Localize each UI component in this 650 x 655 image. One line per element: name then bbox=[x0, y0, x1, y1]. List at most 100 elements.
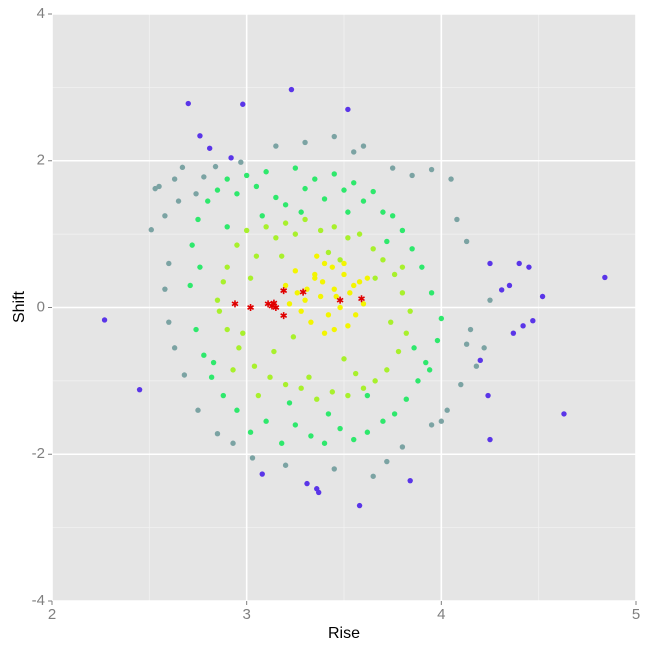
point bbox=[286, 301, 293, 307]
point bbox=[411, 345, 417, 351]
point bbox=[356, 231, 363, 237]
point bbox=[224, 224, 230, 230]
point bbox=[251, 363, 258, 369]
point bbox=[292, 231, 299, 237]
point bbox=[238, 159, 244, 165]
y-axis-label: Shift bbox=[11, 290, 28, 323]
point bbox=[312, 176, 318, 182]
point bbox=[345, 323, 351, 329]
point bbox=[216, 308, 223, 314]
point bbox=[243, 172, 250, 179]
point bbox=[298, 209, 304, 215]
point bbox=[321, 260, 328, 267]
point bbox=[341, 356, 347, 362]
point bbox=[214, 187, 221, 193]
point bbox=[195, 216, 201, 223]
point bbox=[292, 422, 299, 428]
point bbox=[319, 279, 326, 285]
point bbox=[197, 264, 203, 270]
point bbox=[273, 194, 279, 201]
point bbox=[321, 440, 328, 446]
point bbox=[477, 357, 483, 364]
point bbox=[224, 264, 230, 270]
point bbox=[407, 308, 413, 314]
point bbox=[337, 425, 343, 432]
point bbox=[220, 279, 227, 285]
point bbox=[230, 367, 236, 373]
point bbox=[356, 502, 363, 509]
point bbox=[187, 282, 193, 289]
x-tick-label: 2 bbox=[48, 606, 56, 623]
point bbox=[370, 246, 376, 252]
point bbox=[423, 359, 429, 366]
point bbox=[189, 242, 195, 248]
point bbox=[247, 429, 254, 435]
point bbox=[312, 271, 318, 278]
point bbox=[288, 86, 295, 93]
point bbox=[308, 433, 314, 439]
point bbox=[282, 220, 289, 226]
point bbox=[530, 318, 536, 324]
point bbox=[467, 326, 474, 333]
point bbox=[236, 345, 242, 351]
point bbox=[282, 381, 289, 388]
point bbox=[370, 473, 376, 479]
point bbox=[329, 264, 336, 270]
point bbox=[341, 260, 347, 267]
point bbox=[487, 297, 493, 303]
point bbox=[317, 227, 324, 234]
point bbox=[372, 275, 378, 281]
grid bbox=[51, 13, 637, 602]
point bbox=[434, 337, 441, 344]
point bbox=[331, 286, 337, 292]
point bbox=[308, 319, 314, 325]
point bbox=[428, 422, 435, 428]
point bbox=[195, 407, 201, 413]
point bbox=[201, 174, 207, 180]
point bbox=[273, 143, 279, 149]
point bbox=[171, 176, 178, 182]
point bbox=[263, 418, 269, 424]
point bbox=[282, 462, 289, 468]
point bbox=[193, 326, 199, 333]
point bbox=[321, 196, 328, 202]
point bbox=[391, 411, 398, 417]
point bbox=[253, 253, 260, 259]
point bbox=[306, 374, 312, 380]
point bbox=[399, 290, 406, 296]
point bbox=[520, 323, 526, 329]
points bbox=[101, 86, 608, 509]
point bbox=[214, 431, 221, 437]
point bbox=[273, 235, 279, 241]
point bbox=[360, 143, 367, 149]
point bbox=[602, 274, 608, 281]
point bbox=[263, 169, 269, 175]
point bbox=[345, 392, 351, 399]
point bbox=[220, 392, 227, 399]
point bbox=[407, 477, 413, 484]
point bbox=[290, 334, 297, 340]
point bbox=[516, 260, 522, 267]
point bbox=[438, 418, 445, 424]
point bbox=[351, 282, 357, 289]
point bbox=[294, 290, 300, 296]
point bbox=[234, 242, 240, 248]
point bbox=[498, 287, 505, 293]
point bbox=[360, 301, 367, 307]
point bbox=[271, 348, 277, 355]
point bbox=[463, 238, 470, 245]
point bbox=[380, 418, 386, 424]
point bbox=[279, 253, 285, 259]
point bbox=[166, 319, 172, 325]
point bbox=[162, 286, 168, 292]
point bbox=[364, 429, 371, 435]
point bbox=[253, 183, 260, 190]
point bbox=[426, 367, 433, 373]
point bbox=[341, 187, 347, 193]
point bbox=[247, 275, 254, 281]
point bbox=[345, 235, 351, 241]
point bbox=[448, 176, 454, 182]
x-tick-label: 5 bbox=[632, 606, 640, 623]
point bbox=[298, 385, 304, 391]
